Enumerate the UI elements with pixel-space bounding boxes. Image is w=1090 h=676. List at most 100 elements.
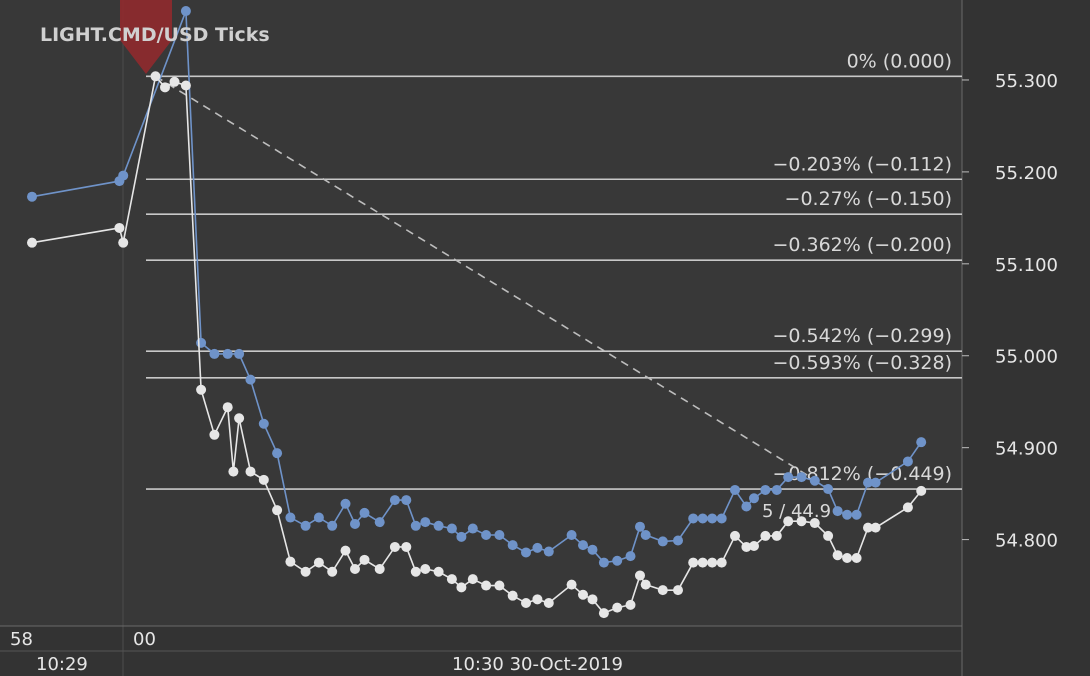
data-point — [507, 590, 518, 601]
data-point — [640, 579, 651, 590]
data-point — [640, 529, 651, 540]
data-point — [771, 530, 782, 541]
data-point — [870, 522, 881, 533]
data-point — [916, 437, 927, 448]
data-point — [688, 557, 699, 568]
data-point — [228, 466, 239, 477]
data-point — [741, 501, 752, 512]
fib-level-label: −0.27% (−0.150) — [785, 188, 952, 210]
data-point — [481, 529, 492, 540]
data-point — [863, 522, 873, 533]
data-point — [410, 566, 421, 577]
data-point — [902, 456, 913, 467]
x-tick-label-minute: 10:29 — [36, 654, 88, 675]
data-point — [635, 521, 645, 532]
data-point — [114, 222, 125, 233]
data-point — [222, 402, 233, 413]
data-point — [222, 348, 233, 359]
data-point — [566, 579, 577, 590]
data-point — [389, 495, 400, 506]
data-point — [902, 502, 913, 513]
data-point — [374, 517, 385, 528]
data-point — [359, 554, 370, 565]
data-point — [160, 82, 170, 93]
data-point — [521, 547, 531, 558]
data-point — [420, 517, 431, 528]
data-point — [532, 542, 543, 553]
y-tick-label: 55.200 — [995, 163, 1058, 184]
data-point — [730, 530, 740, 541]
data-point — [401, 541, 412, 552]
data-point — [809, 518, 820, 529]
data-point — [150, 71, 161, 82]
x-tick-label-seconds: 00 — [133, 629, 156, 650]
data-point — [707, 557, 718, 568]
data-point — [587, 594, 598, 605]
data-point — [313, 512, 324, 523]
data-point — [456, 531, 467, 542]
data-point — [916, 485, 927, 496]
data-point — [410, 520, 421, 531]
data-point — [258, 474, 269, 485]
fib-level-label: −0.542% (−0.299) — [772, 325, 952, 347]
data-point — [350, 518, 360, 529]
data-point — [796, 472, 807, 483]
data-point — [851, 552, 862, 563]
data-point — [118, 237, 129, 248]
data-point — [796, 516, 807, 527]
data-point — [657, 585, 668, 596]
data-point — [234, 413, 245, 424]
y-tick-label: 55.000 — [995, 347, 1058, 368]
data-point — [707, 513, 718, 524]
data-point — [749, 493, 759, 504]
data-point — [494, 529, 505, 540]
x-tick-label-minute: 10:30 30-Oct-2019 — [452, 654, 623, 675]
data-point — [870, 477, 881, 488]
data-point — [300, 566, 311, 577]
data-point — [494, 580, 505, 591]
data-point — [697, 513, 708, 524]
data-point — [760, 484, 771, 495]
data-point — [374, 564, 385, 575]
data-point — [209, 429, 220, 440]
data-point — [420, 564, 431, 575]
fib-trendline[interactable] — [155, 75, 831, 490]
data-point — [730, 484, 740, 495]
data-point — [456, 582, 467, 593]
data-point — [612, 602, 623, 613]
fib-level-label: −0.362% (−0.200) — [772, 234, 952, 256]
data-point — [832, 550, 843, 561]
data-point — [842, 509, 853, 520]
y-tick-label: 55.100 — [995, 255, 1058, 276]
data-point — [783, 472, 794, 483]
fib-level-label: −0.593% (−0.328) — [772, 352, 952, 374]
data-point — [285, 556, 296, 567]
data-point — [532, 594, 543, 605]
bar-annotation: 5 / 44.9 — [762, 501, 831, 522]
data-point — [543, 546, 554, 557]
y-tick-label: 54.900 — [995, 439, 1058, 460]
data-point — [716, 557, 727, 568]
data-point — [27, 237, 37, 248]
data-point — [245, 374, 256, 385]
data-point — [716, 513, 727, 524]
data-point — [169, 76, 180, 87]
data-point — [578, 589, 588, 600]
fib-level-label: −0.203% (−0.112) — [772, 153, 952, 175]
data-point — [697, 557, 708, 568]
data-point — [612, 555, 623, 566]
data-point — [340, 545, 351, 556]
data-point — [401, 495, 412, 506]
y-tick-label: 55.300 — [995, 71, 1058, 92]
data-point — [851, 509, 862, 520]
data-point — [272, 448, 283, 459]
data-point — [598, 557, 609, 568]
fib-level-label: 0% (0.000) — [847, 50, 952, 72]
data-point — [285, 512, 296, 523]
data-point — [234, 348, 245, 359]
trade-marker-arrow-icon[interactable] — [120, 0, 172, 74]
data-point — [688, 513, 699, 524]
x-tick-label-seconds: 58 — [10, 629, 33, 650]
data-point — [27, 191, 37, 202]
